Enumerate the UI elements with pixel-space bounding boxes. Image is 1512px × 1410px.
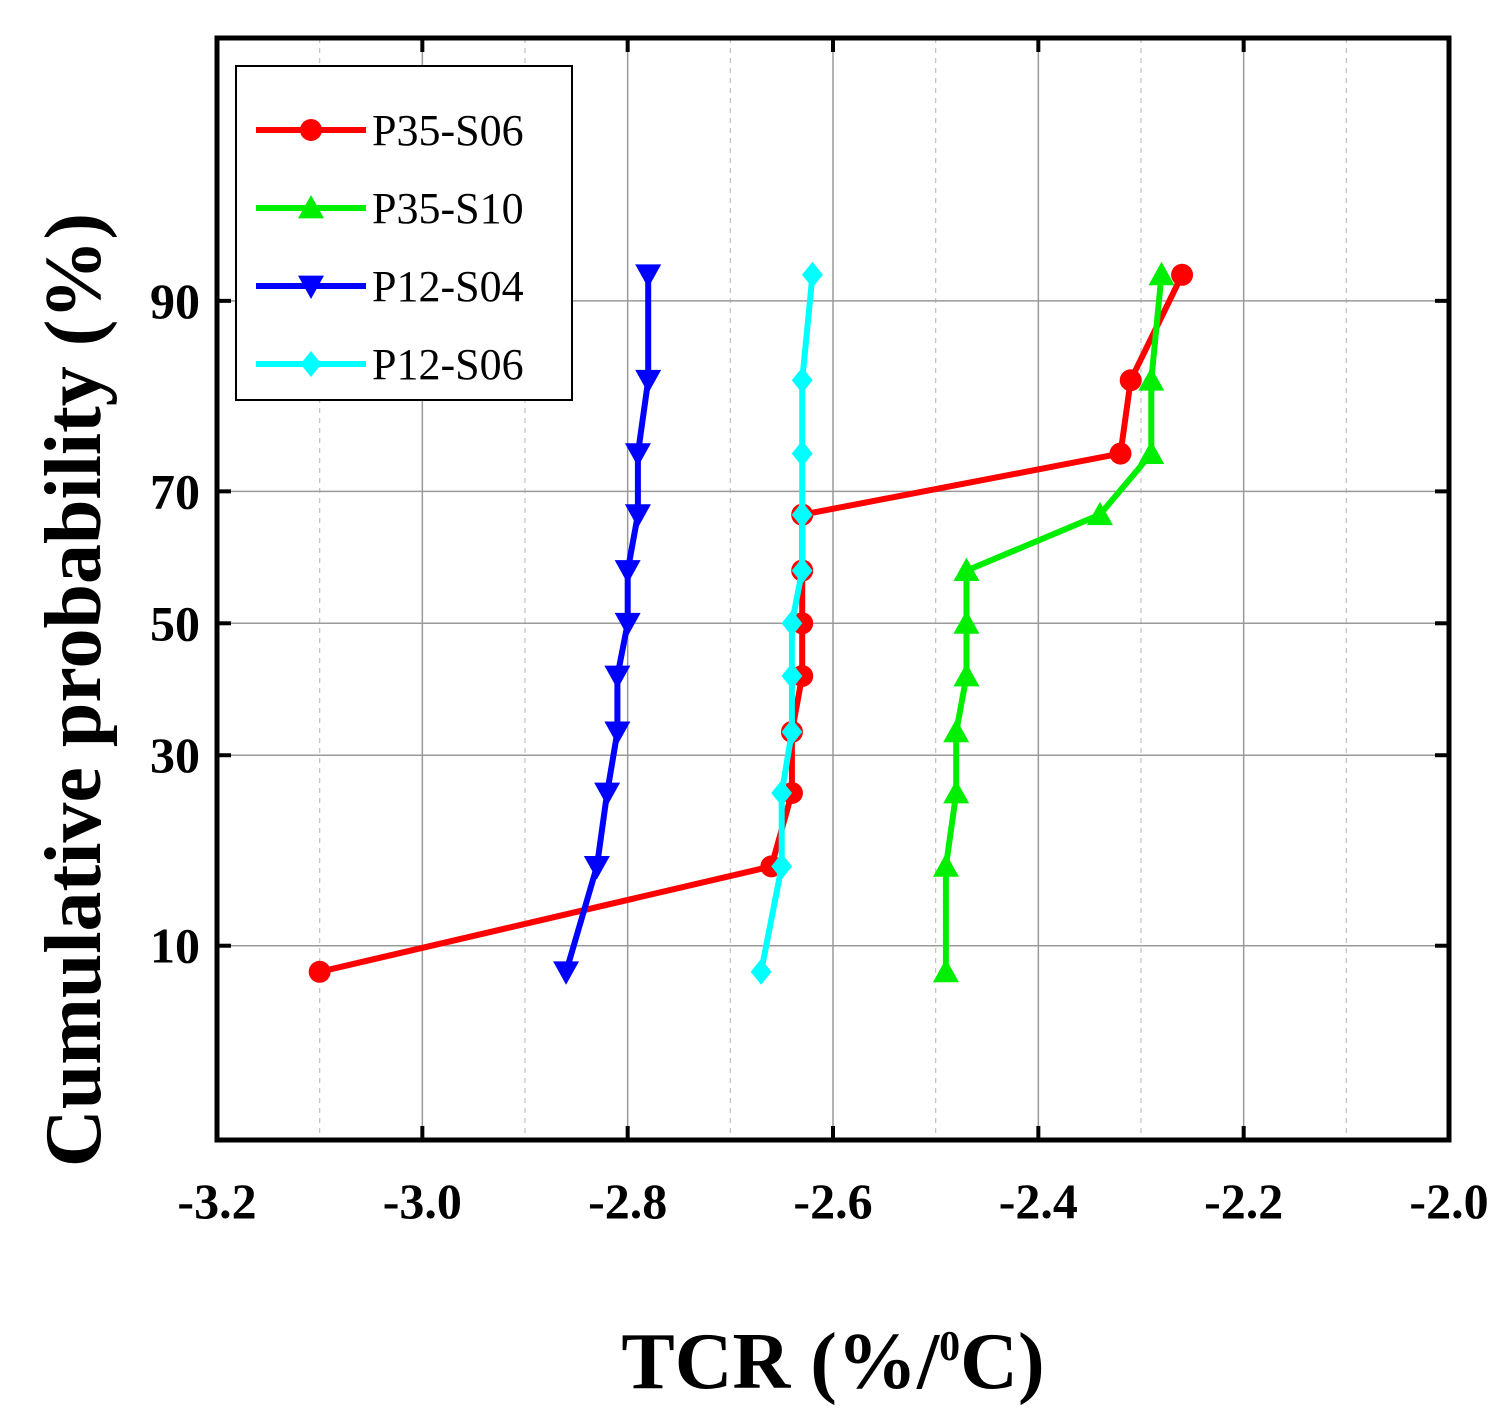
data-point — [771, 779, 793, 806]
x-tick-label: -2.4 — [999, 1173, 1078, 1229]
data-point — [635, 369, 662, 394]
legend-marker — [300, 119, 322, 141]
y-axis-title: Cumulative probability (%) — [30, 213, 118, 1167]
data-point — [604, 721, 631, 745]
legend-item: P35-S10 — [256, 184, 524, 233]
legend-box — [235, 65, 573, 401]
x-axis-title-unit: C) — [960, 1318, 1044, 1406]
data-point — [1171, 263, 1194, 286]
y-tick-label: 90 — [150, 273, 200, 329]
x-tick-label: -2.6 — [793, 1173, 872, 1229]
x-tick-label: -2.0 — [1409, 1173, 1488, 1229]
data-point — [932, 958, 959, 983]
data-point — [953, 557, 980, 581]
x-axis-title-superscript: 0 — [939, 1324, 960, 1370]
legend-item: P12-S06 — [256, 340, 524, 389]
x-axis-title-main: TCR (%/ — [621, 1318, 941, 1406]
tick-layer: -3.2 -3.0 -2.8 -2.6 -2.4 -2.2 -2.0 10 30 50 70 90 — [150, 38, 1489, 1229]
legend-label: P12-S06 — [372, 340, 524, 389]
legend-label: P12-S04 — [372, 262, 524, 311]
x-tick-label: -2.2 — [1204, 1173, 1283, 1229]
data-point — [932, 853, 959, 877]
data-point — [781, 663, 803, 690]
legend-label: P35-S10 — [372, 184, 524, 233]
legend-marker — [300, 351, 322, 377]
legend-marker — [298, 195, 324, 219]
data-point — [1138, 367, 1165, 391]
data-point — [614, 612, 641, 637]
data-point — [1086, 501, 1113, 526]
y-tick-label: 10 — [150, 918, 200, 974]
y-tick-label: 70 — [150, 463, 200, 519]
data-point — [1119, 369, 1142, 392]
legend-marker — [298, 275, 324, 299]
data-point — [781, 718, 803, 745]
y-tick-label: 50 — [150, 595, 200, 651]
series-p35-s10 — [932, 261, 1175, 983]
y-tick-label: 30 — [150, 727, 200, 783]
data-point — [791, 367, 813, 394]
data-point — [1109, 442, 1132, 465]
data-point — [781, 610, 803, 637]
data-point — [791, 440, 813, 467]
data-point — [553, 961, 580, 985]
data-point — [583, 855, 610, 880]
data-point — [750, 958, 772, 985]
series-p12-s06 — [750, 261, 823, 985]
legend-item: P12-S04 — [256, 262, 524, 311]
legend: P35-S06 P35-S10 P12-S04 P12-S06 — [235, 65, 573, 401]
legend-item: P35-S06 — [256, 106, 524, 155]
data-point — [594, 782, 621, 806]
data-point — [802, 261, 823, 288]
data-point — [624, 443, 651, 467]
data-point — [771, 853, 793, 880]
x-tick-label: -2.8 — [588, 1173, 667, 1229]
data-point — [1148, 261, 1175, 286]
data-point — [943, 718, 970, 743]
x-tick-label: -3.2 — [177, 1173, 256, 1229]
data-point — [614, 560, 641, 584]
data-point — [1138, 440, 1165, 464]
x-tick-label: -3.0 — [383, 1173, 462, 1229]
series-layer — [308, 261, 1194, 985]
data-point — [953, 610, 980, 634]
grid-layer — [217, 38, 1449, 1140]
data-point — [791, 501, 813, 528]
x-axis-title: TCR (%/0C) — [621, 1318, 1044, 1406]
data-point — [953, 663, 980, 687]
data-point — [635, 264, 662, 288]
series-p12-s04 — [553, 264, 662, 985]
data-point — [791, 557, 813, 584]
data-point — [943, 779, 970, 804]
data-point — [624, 504, 651, 528]
data-point — [604, 665, 631, 690]
data-point — [308, 960, 331, 983]
legend-label: P35-S06 — [372, 106, 524, 155]
